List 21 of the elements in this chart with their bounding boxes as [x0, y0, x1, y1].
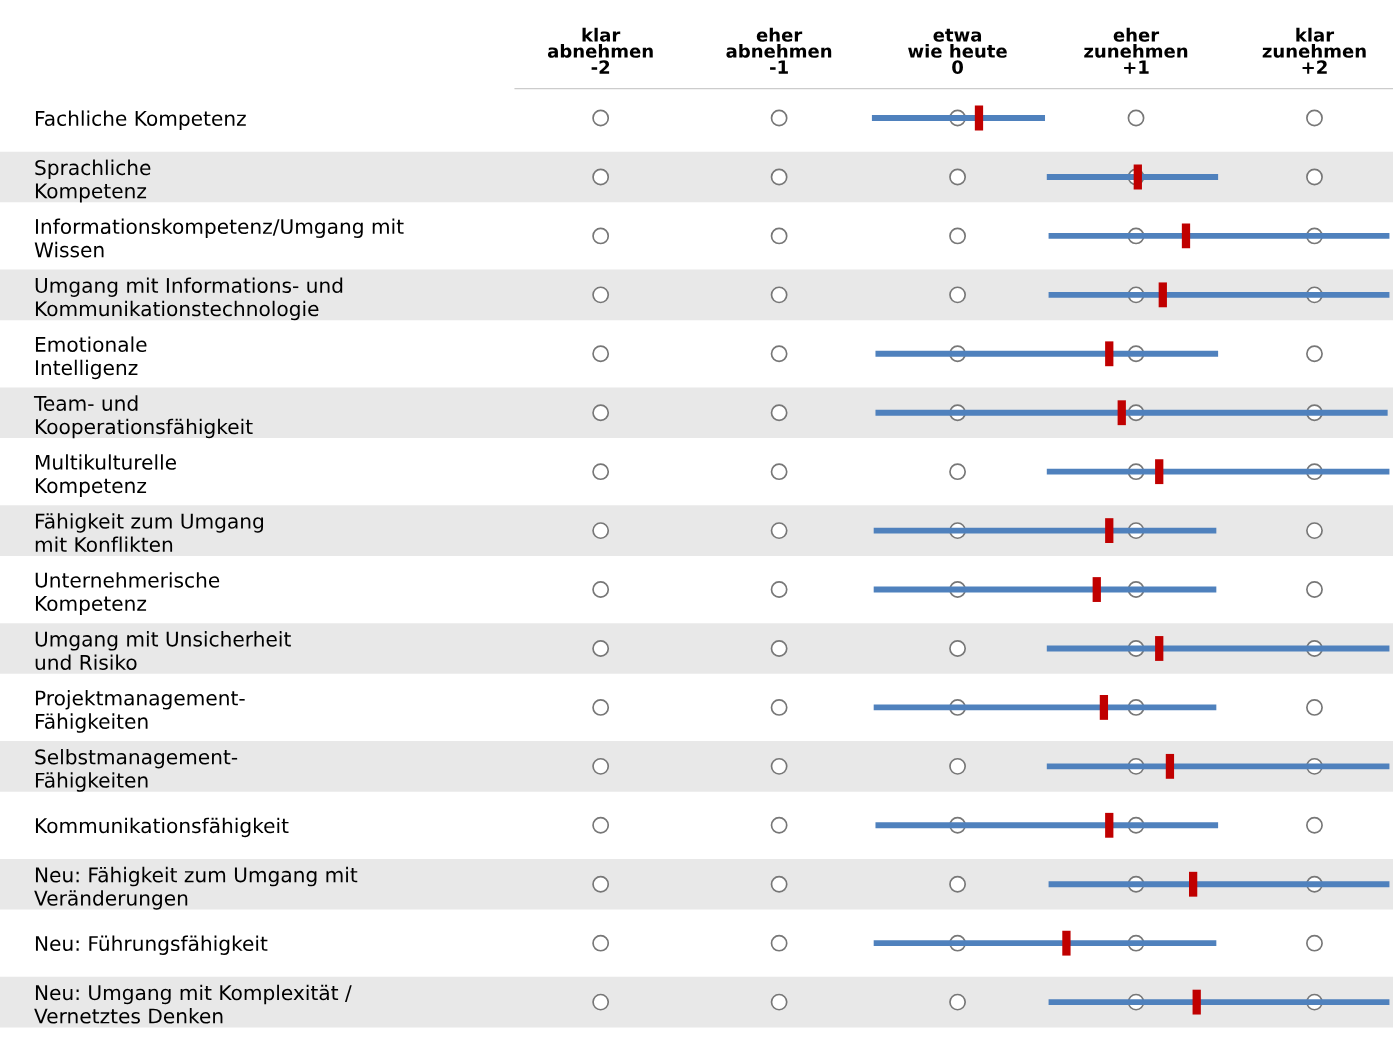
y-tick-label: Kommunikationsfähigkeit: [35, 817, 289, 838]
y-tick-label: Neu: Führungsfähigkeit: [35, 935, 268, 956]
y-tick-label: Selbstmanagement- Fähigkeiten: [35, 748, 238, 792]
x-tick-label: eher zunehmen +1: [1084, 27, 1188, 74]
y-tick-label: Neu: Fähigkeit zum Umgang mit Veränderungen: [34, 866, 358, 910]
y-tick-label: Neu: Umgang mit Komplexität / Vernetztes Denken: [34, 984, 352, 1024]
y-tick-label: Informationskompetenz/Umgang mit Wissen: [34, 218, 404, 258]
y-tick-label: Team- und Kooperationsfähigkeit: [33, 395, 253, 439]
y-tick-label: Emotionale Intelligenz: [35, 336, 147, 380]
x-tick-label: klar zunehmen +2: [1262, 27, 1366, 74]
x-tick-label: etwa wie heute 0: [908, 28, 1007, 74]
y-tick-label: Fachliche Kompetenz: [35, 110, 246, 130]
x-tick-label: eher abnehmen -1: [726, 27, 832, 74]
y-tick-label: Umgang mit Unsicherheit und Risiko: [35, 631, 291, 670]
y-tick-label: Sprachliche Kompetenz: [35, 159, 151, 203]
y-tick-label: Projektmanagement- Fähigkeiten: [35, 690, 245, 733]
y-tick-label: Unternehmerische Kompetenz: [35, 572, 220, 615]
y-tick-label: Umgang mit Informations- und Kommunikationstechnologie: [35, 277, 343, 321]
y-tick-label: Fähigkeit zum Umgang mit Konflikten: [35, 513, 263, 553]
y-tick-label: Multikulturelle Kompetenz: [35, 454, 176, 498]
x-tick-label: klar abnehmen -2: [547, 27, 653, 74]
